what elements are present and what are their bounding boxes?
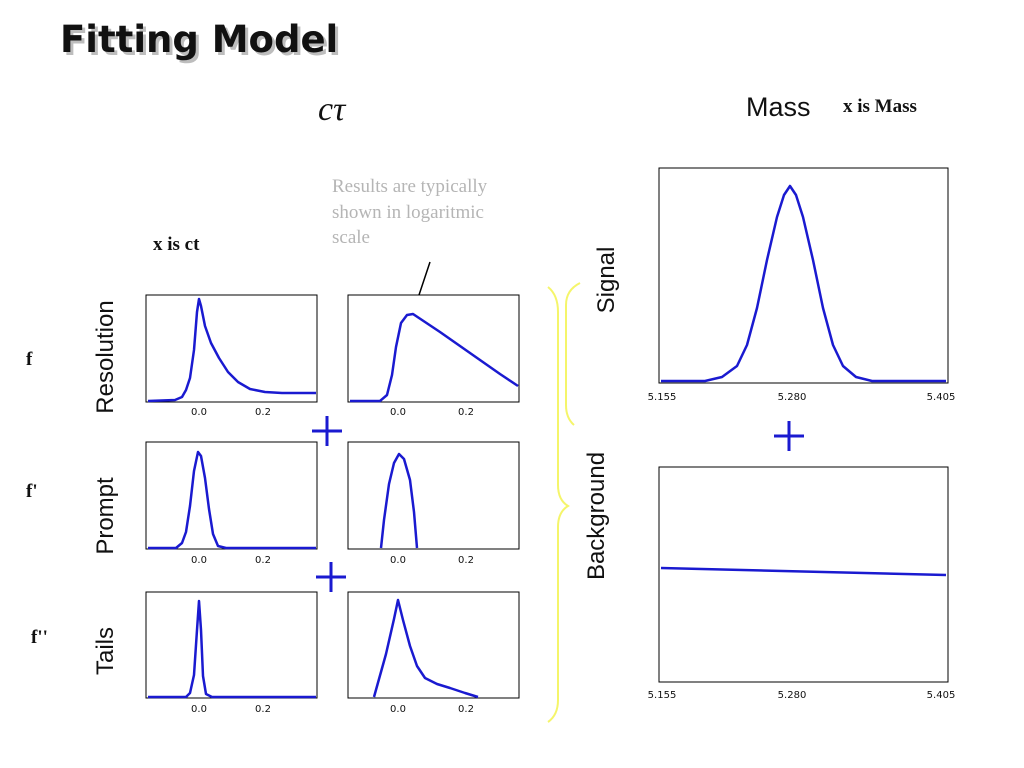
plot-prompt-linear: 0.0 0.2 [145,441,318,566]
tick-label: 0.2 [458,407,474,418]
plus-sign-1 [312,416,342,446]
log-note-line-2: shown in logaritmic [332,202,484,223]
signal-brace [565,282,581,426]
tick-label: 0.0 [191,704,207,715]
signal-label: Signal [593,247,620,314]
tick-label: 0.2 [255,704,271,715]
tick-label: 0.0 [191,407,207,418]
row-label-tails: Tails [92,627,119,675]
plot-tails-linear: 0.0 0.2 [145,591,318,715]
tick-label: 5.155 [648,392,677,403]
ct-x-note: x is ct [153,234,200,255]
page-title-shadow: Fitting Model [63,21,341,64]
tick-label: 5.155 [648,690,677,701]
tick-label: 5.280 [778,690,807,701]
plot-mass-signal: 5.155 5.280 5.405 [648,167,956,403]
tick-label: 0.2 [255,555,271,566]
page-title: Fitting Model [60,18,338,61]
tick-label: 5.405 [927,690,956,701]
fraction-f: f [26,349,33,370]
plot-tails-log: 0.0 0.2 [347,591,520,715]
plot-resolution-log: 0.0 0.2 [347,294,520,418]
plot-resolution-linear: 0.0 0.2 [145,294,318,418]
row-label-resolution: Resolution [92,300,119,413]
row-label-prompt: Prompt [92,477,119,555]
fraction-f-double-prime: f'' [31,627,48,648]
tick-label: 5.405 [927,392,956,403]
fraction-f-prime: f' [26,481,38,502]
plus-sign-2 [316,562,346,592]
plot-mass-background: 5.155 5.280 5.405 [648,466,956,701]
tick-label: 0.0 [390,704,406,715]
tick-label: 0.2 [255,407,271,418]
tick-label: 0.0 [191,555,207,566]
plot-prompt-log: 0.0 0.2 [347,441,520,566]
tick-label: 0.2 [458,555,474,566]
mass-heading: Mass [746,92,811,122]
tick-label: 5.280 [778,392,807,403]
tick-label: 0.0 [390,407,406,418]
background-brace [547,286,570,723]
background-label: Background [583,452,610,580]
mass-x-note: x is Mass [843,96,917,117]
ctau-heading: cτ [318,91,347,128]
log-note-line-1: Results are typically [332,176,488,197]
tick-label: 0.0 [390,555,406,566]
tick-label: 0.2 [458,704,474,715]
plus-sign-3 [774,421,804,451]
log-note-line-3: scale [332,227,370,248]
